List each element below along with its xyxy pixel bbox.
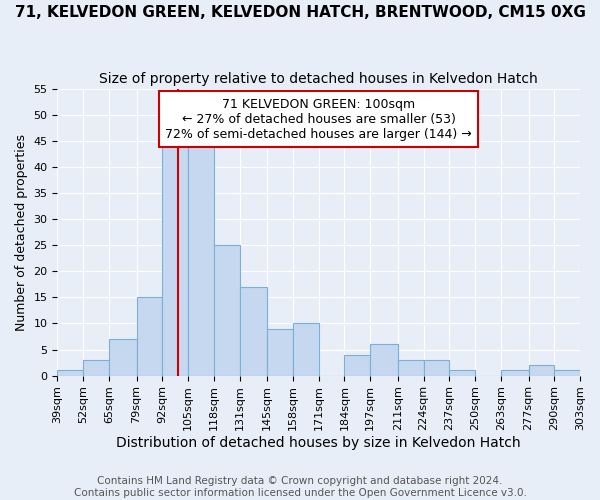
Bar <box>83 360 109 376</box>
Text: 71 KELVEDON GREEN: 100sqm
← 27% of detached houses are smaller (53)
72% of semi-: 71 KELVEDON GREEN: 100sqm ← 27% of detac… <box>166 98 472 140</box>
Bar <box>163 136 188 376</box>
Bar <box>109 339 137 376</box>
Bar <box>501 370 529 376</box>
Text: 71, KELVEDON GREEN, KELVEDON HATCH, BRENTWOOD, CM15 0XG: 71, KELVEDON GREEN, KELVEDON HATCH, BREN… <box>14 5 586 20</box>
Bar <box>239 287 267 376</box>
Bar <box>529 365 554 376</box>
Bar <box>267 328 293 376</box>
Bar <box>58 370 83 376</box>
Bar <box>344 355 370 376</box>
Title: Size of property relative to detached houses in Kelvedon Hatch: Size of property relative to detached ho… <box>100 72 538 86</box>
Text: Contains HM Land Registry data © Crown copyright and database right 2024.
Contai: Contains HM Land Registry data © Crown c… <box>74 476 526 498</box>
Bar <box>370 344 398 376</box>
Bar <box>188 141 214 376</box>
Bar <box>449 370 475 376</box>
X-axis label: Distribution of detached houses by size in Kelvedon Hatch: Distribution of detached houses by size … <box>116 436 521 450</box>
Bar <box>424 360 449 376</box>
Y-axis label: Number of detached properties: Number of detached properties <box>15 134 28 331</box>
Bar <box>293 324 319 376</box>
Bar <box>137 298 163 376</box>
Bar <box>554 370 580 376</box>
Bar <box>398 360 424 376</box>
Bar <box>214 246 239 376</box>
